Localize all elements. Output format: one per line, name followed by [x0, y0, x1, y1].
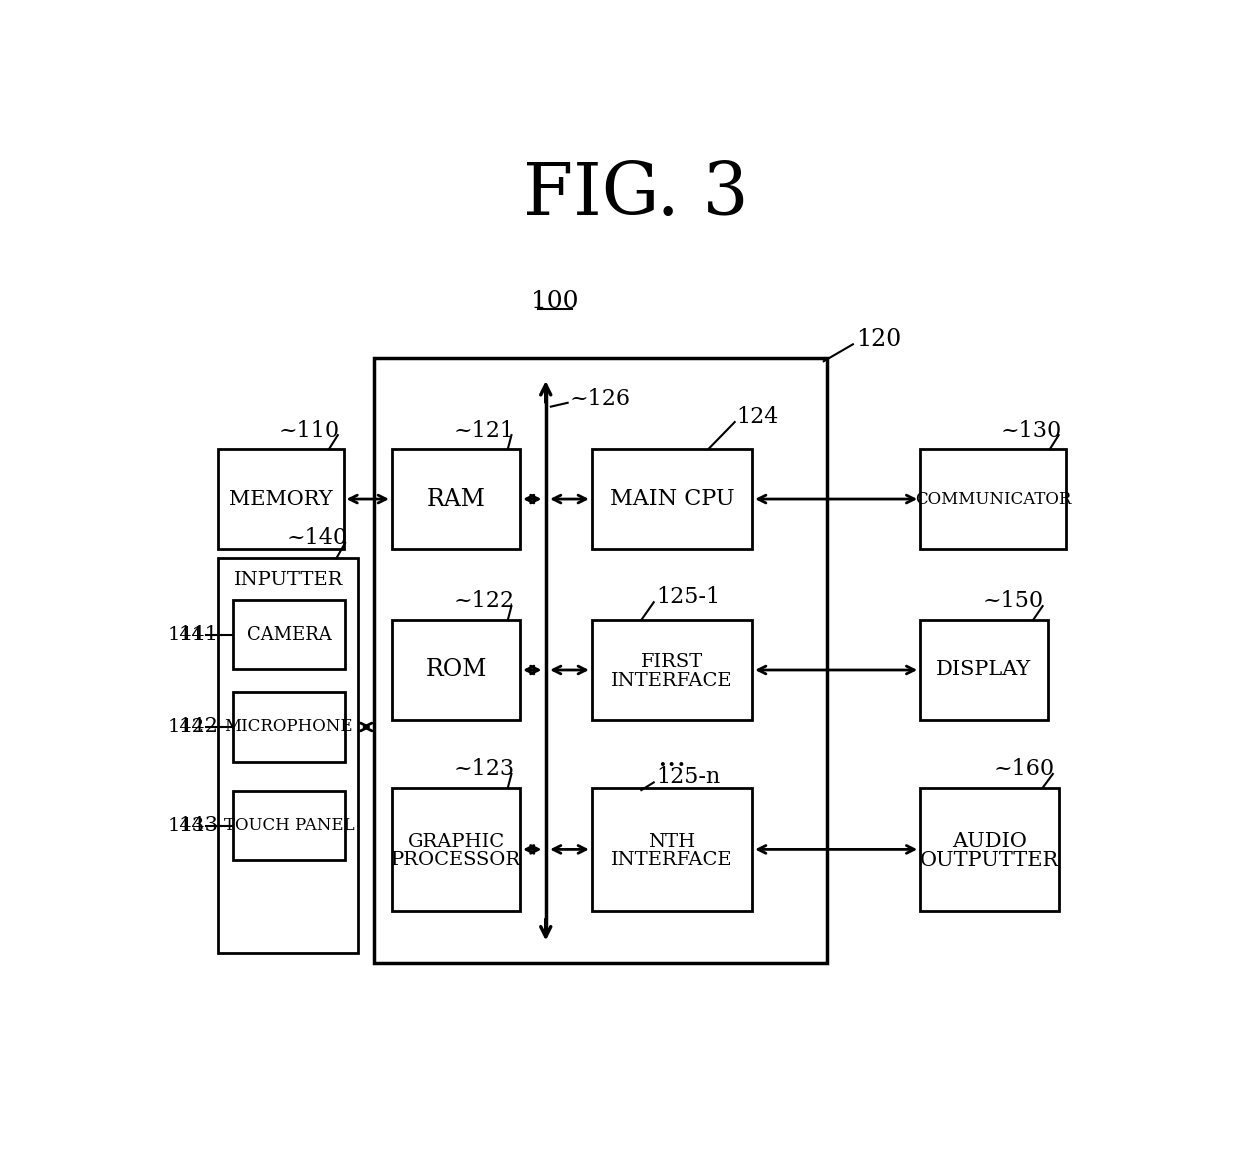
Text: ~140: ~140: [286, 528, 347, 550]
Text: MICROPHONE: MICROPHONE: [224, 718, 353, 736]
Text: INTERFACE: INTERFACE: [611, 672, 733, 690]
Bar: [591, 787, 753, 911]
Text: AUDIO: AUDIO: [952, 832, 1027, 851]
Text: FIRST: FIRST: [641, 653, 703, 671]
Bar: [233, 600, 345, 670]
Text: ~130: ~130: [1001, 419, 1063, 442]
Text: GRAPHIC: GRAPHIC: [408, 833, 505, 851]
Bar: [218, 558, 358, 953]
Bar: [591, 620, 753, 720]
Text: 142: 142: [179, 718, 218, 737]
Text: CAMERA: CAMERA: [247, 625, 331, 644]
Bar: [218, 449, 343, 549]
Bar: [920, 787, 1059, 911]
Bar: [392, 787, 521, 911]
Text: ~123: ~123: [454, 758, 515, 780]
Bar: [374, 358, 827, 963]
Text: ROM: ROM: [425, 658, 487, 682]
Bar: [920, 620, 1048, 720]
Text: 142: 142: [167, 718, 205, 736]
Text: INTERFACE: INTERFACE: [611, 851, 733, 870]
Bar: [920, 449, 1066, 549]
Bar: [591, 449, 753, 549]
Text: 125-n: 125-n: [656, 766, 720, 788]
Text: RAM: RAM: [427, 488, 486, 511]
Text: NTH: NTH: [649, 833, 696, 851]
Text: 124: 124: [737, 405, 779, 428]
Bar: [392, 449, 521, 549]
Text: 100: 100: [532, 290, 579, 313]
Text: DISPLAY: DISPLAY: [936, 660, 1032, 679]
Text: ~121: ~121: [454, 419, 515, 442]
Text: OUTPUTTER: OUTPUTTER: [920, 851, 1059, 870]
Text: MEMORY: MEMORY: [229, 490, 332, 509]
Text: ~160: ~160: [994, 758, 1055, 780]
Text: COMMUNICATOR: COMMUNICATOR: [915, 490, 1071, 508]
Bar: [233, 692, 345, 761]
Bar: [233, 791, 345, 860]
Text: INPUTTER: INPUTTER: [233, 571, 343, 589]
Text: 120: 120: [856, 328, 901, 351]
Text: PROCESSOR: PROCESSOR: [391, 851, 521, 870]
Text: MAIN CPU: MAIN CPU: [610, 488, 734, 510]
Text: 141: 141: [167, 625, 205, 644]
Text: ~126: ~126: [570, 388, 631, 410]
Text: TOUCH PANEL: TOUCH PANEL: [223, 817, 355, 834]
Text: 141: 141: [179, 625, 218, 644]
Text: 143: 143: [179, 815, 218, 835]
Text: FIG. 3: FIG. 3: [523, 160, 748, 230]
Text: ~110: ~110: [279, 419, 340, 442]
Text: 143: 143: [167, 817, 205, 834]
Text: 125-1: 125-1: [656, 586, 720, 607]
Text: ~150: ~150: [983, 591, 1044, 612]
Text: ...: ...: [657, 741, 687, 772]
Bar: [392, 620, 521, 720]
Text: ~122: ~122: [454, 591, 515, 612]
